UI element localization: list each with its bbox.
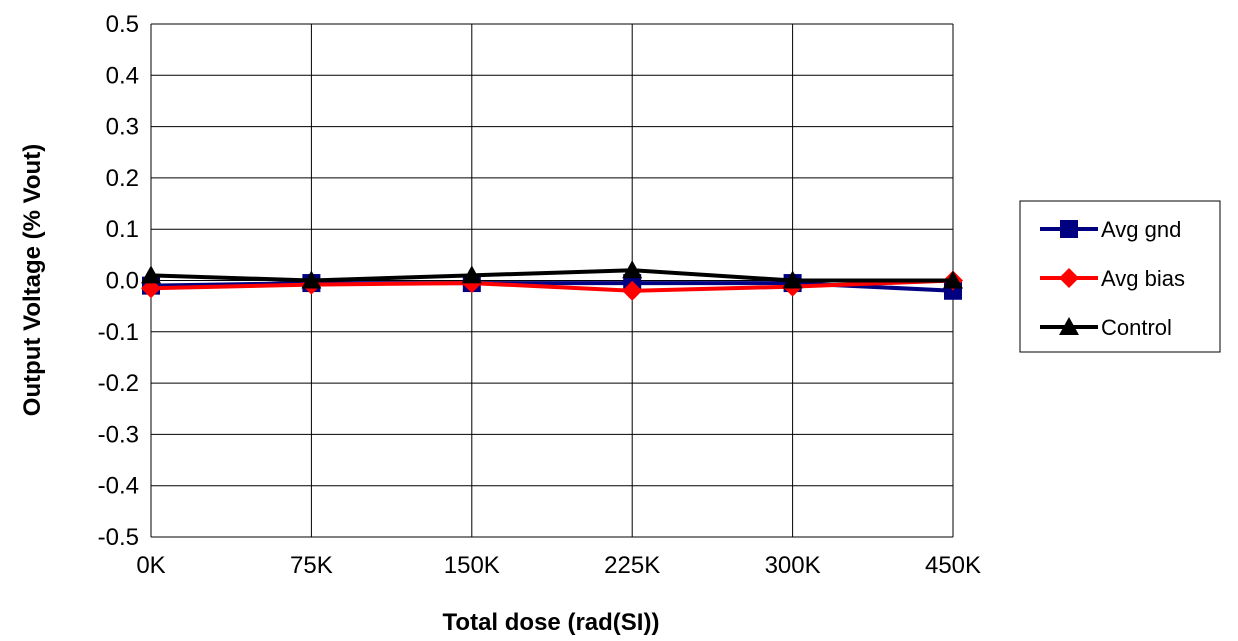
y-tick-label: -0.4	[98, 473, 139, 500]
x-tick-label: 450K	[925, 552, 981, 579]
y-tick-label: 0.5	[106, 11, 139, 38]
y-tick-label: -0.1	[98, 319, 139, 346]
x-tick-label: 0K	[136, 552, 165, 579]
legend-label: Avg bias	[1101, 266, 1185, 291]
y-tick-label: 0.4	[106, 62, 139, 89]
data-point	[141, 265, 161, 284]
data-point	[943, 270, 963, 289]
legend-marker	[1060, 220, 1078, 238]
data-point	[622, 260, 643, 279]
data-point	[782, 270, 803, 289]
data-point	[301, 270, 322, 289]
y-tick-label: 0.2	[106, 165, 139, 192]
series-line-avg-bias	[150, 278, 954, 293]
y-axis-ticks: 0.5 0.4 0.3 0.2 0.1 0.0 -0.1 -0.2 -0.3 -0.4 -0.5	[98, 11, 139, 551]
x-axis-title: Total dose (rad(SI))	[443, 609, 660, 636]
y-axis-title: Output Voltage (% Vout)	[19, 144, 46, 416]
legend-label: Avg gnd	[1101, 217, 1181, 242]
y-tick-label: -0.5	[98, 524, 139, 551]
y-tick-label: 0.1	[106, 216, 139, 243]
x-tick-label: 75K	[290, 552, 333, 579]
legend-marker	[1059, 317, 1079, 335]
series-layer	[141, 260, 963, 301]
x-tick-label: 225K	[604, 552, 660, 579]
y-tick-label: 0.0	[106, 268, 139, 295]
series-line-control	[150, 268, 953, 283]
legend-label: Control	[1101, 315, 1172, 340]
data-point	[461, 265, 482, 284]
x-tick-label: 150K	[444, 552, 500, 579]
legend-marker	[1059, 268, 1079, 288]
y-tick-label: -0.3	[98, 421, 139, 448]
y-tick-label: 0.3	[106, 114, 139, 141]
y-tick-label: -0.2	[98, 370, 139, 397]
legend: Avg gnd Avg bias Control	[1019, 200, 1221, 353]
x-axis-ticks: 0K 75K 150K 225K 300K 450K	[136, 552, 981, 579]
x-tick-label: 300K	[765, 552, 821, 579]
data-point	[622, 280, 643, 301]
